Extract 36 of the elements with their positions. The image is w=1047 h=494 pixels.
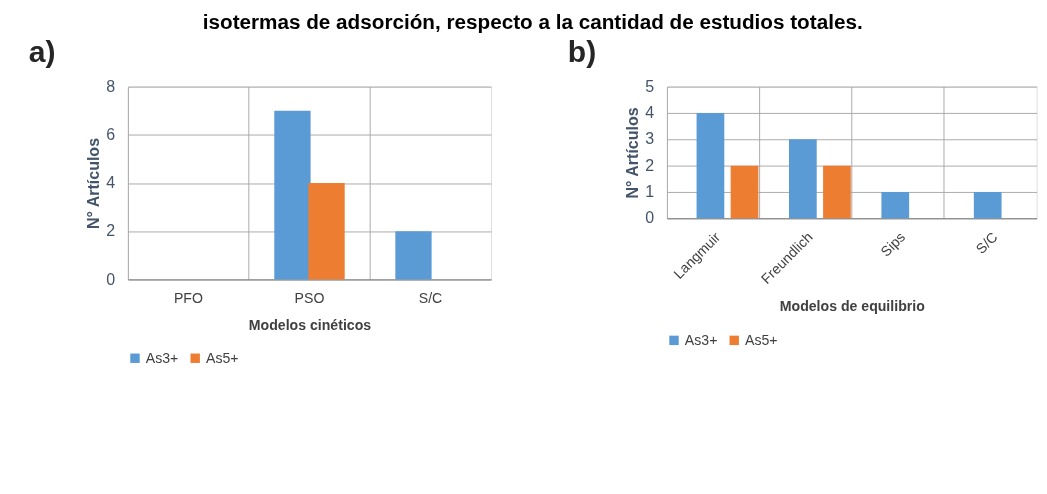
y-tick-label: 8	[106, 77, 116, 95]
y-tick-label: 0	[106, 270, 116, 288]
y-axis-title: N° Artículos	[84, 137, 102, 230]
x-tick-label: S/C	[972, 228, 1001, 257]
bar	[395, 231, 432, 280]
bar	[881, 191, 910, 219]
bar	[788, 139, 817, 219]
bar	[696, 112, 725, 219]
bar	[274, 110, 311, 280]
legend-label: As3+	[684, 332, 718, 349]
chart-title: b)	[567, 35, 597, 69]
x-tick-label: PFO	[173, 289, 203, 306]
text: isotermas de adsorción, respecto a la cantidad de estudios totales.	[202, 9, 863, 33]
legend-label: As5+	[745, 332, 778, 349]
y-tick-label: 4	[106, 174, 116, 192]
y-tick-label: 5	[645, 77, 655, 95]
bar	[823, 165, 851, 219]
y-tick-label: 2	[645, 156, 655, 174]
x-tick-label: Sips	[877, 228, 909, 260]
y-axis-title: N° Artículos	[623, 107, 641, 199]
y-tick-label: 2	[106, 222, 116, 240]
bar	[308, 183, 345, 280]
bar	[730, 165, 759, 219]
x-tick-label: S/C	[418, 289, 443, 306]
y-tick-label: 0	[645, 209, 655, 227]
legend-label: As5+	[206, 349, 239, 366]
y-tick-label: 6	[106, 126, 116, 143]
x-axis-title: Modelos cinéticos	[248, 316, 372, 333]
y-tick-label: 3	[645, 130, 655, 148]
bar	[973, 191, 1002, 219]
x-axis-title: Modelos de equilibrio	[779, 298, 926, 315]
chart-title: a)	[28, 35, 56, 69]
legend-label: As3+	[145, 349, 179, 366]
y-tick-label: 4	[645, 104, 655, 122]
y-tick-label: 1	[645, 183, 655, 201]
x-tick-label: PSO	[294, 289, 325, 306]
